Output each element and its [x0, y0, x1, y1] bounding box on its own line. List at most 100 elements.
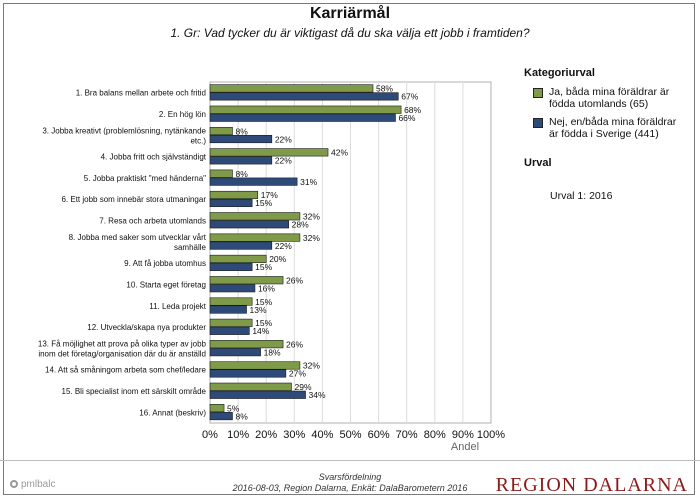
legend-item-series-1: Ja, båda mina föräldrar är födda utomlan…	[549, 86, 699, 110]
data-label-series-1: 32%	[303, 233, 320, 243]
legend-item-series-2-line-2: är födda i Sverige (441)	[549, 128, 659, 140]
bar-series-2	[209, 412, 233, 421]
legend-heading: Kategoriurval	[524, 67, 595, 79]
data-label-series-1: 8%	[235, 169, 248, 179]
bar-series-2	[209, 156, 273, 165]
bar-series-2	[209, 198, 253, 208]
category-label: 4. Jobba fritt och självständigt	[101, 153, 207, 162]
x-tick-label: 60%	[368, 429, 390, 441]
bar-series-2	[209, 305, 247, 314]
data-label-series-2: 16%	[258, 283, 275, 293]
bar-series-1	[209, 276, 284, 285]
category-label-line: 3. Jobba kreativt (problemlösning, nytän…	[42, 126, 206, 135]
selection-value: Urval 1: 2016	[550, 190, 613, 202]
bar-series-2	[209, 177, 298, 186]
category-label-line: 7. Resa och arbeta utomlands	[99, 217, 206, 226]
category-label-line: 8. Jobba med saker som utvecklar vårt	[69, 233, 207, 242]
data-label-series-1: 20%	[269, 254, 286, 264]
footer-divider	[0, 460, 700, 461]
data-label-series-1: 17%	[261, 190, 278, 200]
category-label-line: 5. Jobba praktiskt "med händerna"	[84, 174, 206, 183]
data-label-series-2: 18%	[264, 347, 281, 357]
bar-series-2	[209, 134, 273, 144]
bar-series-1	[209, 361, 301, 370]
data-label-series-2: 13%	[250, 305, 267, 315]
category-label: 5. Jobba praktiskt "med händerna"	[84, 174, 206, 183]
data-label-series-1: 42%	[331, 148, 348, 158]
x-tick-label: 80%	[424, 429, 446, 441]
category-label-line: 11. Leda projekt	[149, 302, 207, 311]
legend-item-series-2-line-1: Nej, en/båda mina föräldrar	[549, 116, 677, 128]
data-label-series-2: 34%	[309, 390, 326, 400]
provider-logo: pmlbalc	[10, 479, 55, 490]
bar-series-1	[209, 84, 374, 93]
bar-series-2	[209, 348, 261, 357]
data-label-series-1: 32%	[303, 361, 320, 371]
bar-series-1	[209, 105, 402, 114]
data-label-series-2: 15%	[255, 262, 272, 272]
bar-series-1	[209, 190, 259, 200]
bar-series-1	[209, 404, 225, 413]
chart-title: Karriärmål	[309, 5, 391, 22]
category-label-line: inom det företag/organisation där du är …	[38, 349, 206, 358]
legend-item-series-2: Nej, en/båda mina föräldrar är födda i S…	[549, 116, 699, 140]
x-tick-label: 90%	[452, 429, 474, 441]
bar-series-1	[209, 148, 329, 157]
category-label: 10. Starta eget företag	[126, 280, 206, 289]
bar-series-2	[209, 92, 399, 101]
category-label-line: 4. Jobba fritt och självständigt	[101, 153, 207, 162]
bar-series-1	[209, 233, 301, 242]
data-label-series-1: 8%	[235, 126, 248, 136]
data-label-series-1: 26%	[286, 275, 303, 285]
bar-series-2	[209, 220, 289, 229]
category-label-line: 15. Bli specialist inom ett särskilt omr…	[62, 387, 207, 396]
category-label: 6. Ett jobb som innebär stora utmaningar	[61, 195, 206, 204]
x-tick-label: 70%	[396, 429, 418, 441]
category-label: 16. Annat (beskriv)	[139, 408, 206, 417]
category-label-line: 6. Ett jobb som innebär stora utmaningar	[61, 195, 206, 204]
category-label-line: 12. Utveckla/skapa nya produkter	[87, 323, 206, 332]
provider-logo-icon	[10, 480, 18, 489]
category-label-line: 1. Bra balans mellan arbete och fritid	[76, 89, 206, 98]
x-tick-label: 10%	[227, 429, 249, 441]
category-label: 1. Bra balans mellan arbete och fritid	[76, 89, 206, 98]
selection-heading: Urval	[524, 157, 552, 169]
legend-swatch-series-1	[533, 88, 543, 98]
bar-series-2	[209, 262, 253, 271]
category-label-line: 10. Starta eget företag	[126, 280, 206, 289]
category-label: 9. Att få jobba utomhus	[124, 259, 206, 268]
data-label-series-2: 28%	[292, 220, 309, 230]
data-label-series-2: 22%	[275, 134, 292, 144]
category-label: 11. Leda projekt	[149, 302, 207, 311]
data-label-series-2: 27%	[289, 369, 306, 379]
data-label-series-1: 58%	[376, 84, 393, 94]
category-label-line: 13. Få möjlighet att prova på olika type…	[38, 339, 207, 348]
data-label-series-1: 26%	[286, 339, 303, 349]
x-tick-label: 0%	[202, 429, 218, 441]
bar-series-2	[209, 284, 256, 293]
x-tick-label: 50%	[339, 429, 361, 441]
category-label-line: samhälle	[174, 243, 207, 252]
bar-series-1	[209, 126, 233, 136]
category-label: 15. Bli specialist inom ett särskilt omr…	[62, 387, 207, 396]
category-label: 12. Utveckla/skapa nya produkter	[87, 323, 206, 332]
chart-subtitle: 1. Gr: Vad tycker du är viktigast då du …	[170, 26, 530, 40]
data-label-series-2: 8%	[235, 411, 248, 421]
data-label-series-1: 68%	[404, 105, 421, 115]
bar-series-2	[209, 369, 287, 378]
bar-series-1	[209, 169, 233, 178]
data-label-series-1: 5%	[227, 403, 240, 413]
bar-series-2	[209, 390, 306, 399]
category-label: 7. Resa och arbeta utomlands	[99, 217, 206, 226]
x-tick-label: 20%	[255, 429, 277, 441]
bar-series-1	[209, 297, 253, 306]
data-label-series-2: 22%	[275, 156, 292, 166]
bar-series-2	[209, 113, 396, 122]
category-label-line: etc.)	[190, 136, 206, 145]
x-tick-label: 100%	[477, 429, 505, 441]
category-label-line: 9. Att få jobba utomhus	[124, 259, 206, 268]
data-label-series-2: 22%	[275, 241, 292, 251]
x-tick-label: 40%	[311, 429, 333, 441]
data-label-series-2: 15%	[255, 198, 272, 208]
